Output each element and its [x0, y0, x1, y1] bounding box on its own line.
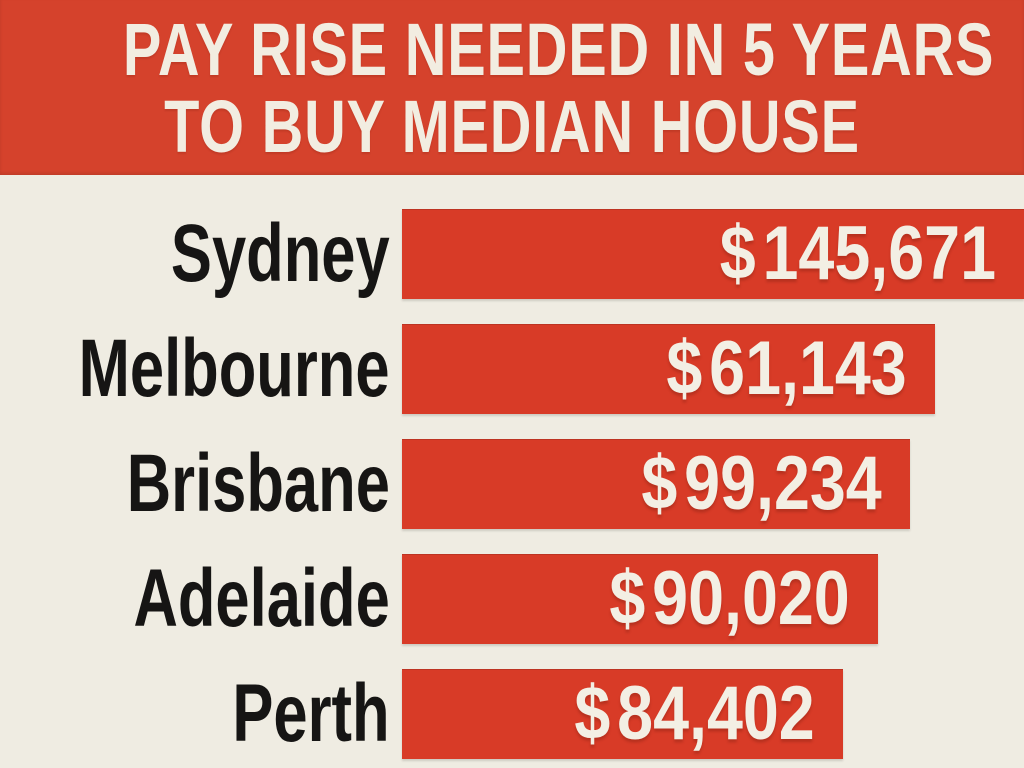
bar-value: $84,402	[575, 676, 815, 752]
value-bar: $84,402	[402, 669, 843, 759]
value-bar: $90,020	[402, 554, 878, 644]
value-bar: $99,234	[402, 439, 910, 529]
amount-text: 99,234	[684, 441, 882, 526]
amount-text: 84,402	[617, 671, 815, 756]
bar-row-brisbane: Brisbane $99,234	[0, 439, 1024, 529]
dollar-sign: $	[666, 326, 703, 411]
value-bar: $145,671	[402, 209, 1024, 299]
bar-value: $145,671	[720, 216, 996, 292]
label-cell: Sydney	[0, 209, 402, 299]
amount-text: 61,143	[709, 326, 907, 411]
bar-value: $61,143	[667, 331, 907, 407]
title-banner: PAY RISE NEEDED IN 5 YEARS TO BUY MEDIAN…	[0, 0, 1024, 175]
label-cell: Melbourne	[0, 324, 402, 414]
chart-title-line-1: PAY RISE NEEDED IN 5 YEARS	[0, 11, 1024, 88]
bar-row-adelaide: Adelaide $90,020	[0, 554, 1024, 644]
city-label: Perth	[232, 668, 390, 759]
bar-chart: Sydney $145,671 Melbourne $61,143 Brisba…	[0, 175, 1024, 759]
city-label: Adelaide	[133, 553, 390, 644]
label-cell: Adelaide	[0, 554, 402, 644]
dollar-sign: $	[719, 211, 756, 296]
city-label: Sydney	[171, 208, 390, 299]
bar-row-sydney: Sydney $145,671	[0, 209, 1024, 299]
label-cell: Brisbane	[0, 439, 402, 529]
chart-title-text-2: TO BUY MEDIAN HOUSE	[164, 85, 860, 168]
city-label: Melbourne	[79, 323, 390, 414]
chart-title-text-1: PAY RISE NEEDED IN 5 YEARS	[122, 8, 995, 91]
bar-row-perth: Perth $84,402	[0, 669, 1024, 759]
value-bar: $61,143	[402, 324, 935, 414]
bar-value: $90,020	[610, 561, 850, 637]
city-label: Brisbane	[126, 438, 390, 529]
dollar-sign: $	[574, 671, 611, 756]
dollar-sign: $	[609, 556, 646, 641]
bar-value: $99,234	[642, 446, 882, 522]
bar-row-melbourne: Melbourne $61,143	[0, 324, 1024, 414]
chart-title-line-2: TO BUY MEDIAN HOUSE	[0, 88, 1024, 165]
dollar-sign: $	[641, 441, 678, 526]
amount-text: 90,020	[652, 556, 850, 641]
label-cell: Perth	[0, 669, 402, 759]
amount-text: 145,671	[762, 211, 996, 296]
